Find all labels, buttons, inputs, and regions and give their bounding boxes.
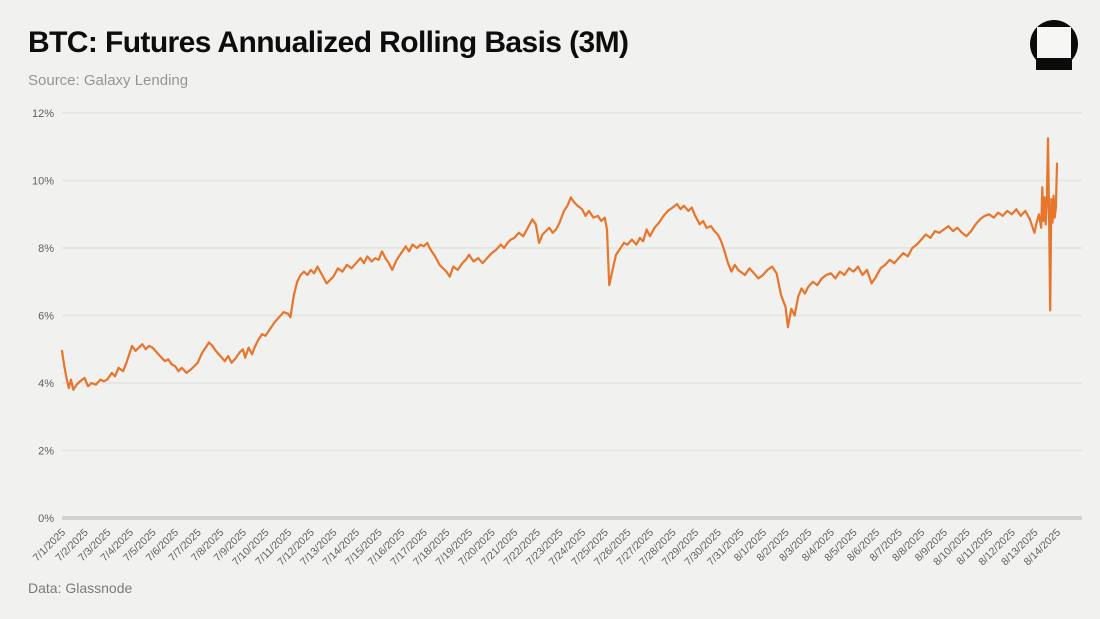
y-tick-label: 4% [38, 378, 54, 390]
galaxy-logo-icon [1030, 20, 1078, 70]
galaxy-logo-bar [1036, 58, 1072, 70]
y-tick-label: 2% [38, 446, 54, 458]
galaxy-logo-square [1037, 27, 1071, 58]
page-title: BTC: Futures Annualized Rolling Basis (3… [28, 26, 629, 59]
data-note: Data: Glassnode [28, 580, 133, 596]
y-tick-label: 6% [38, 311, 54, 323]
source-note: Source: Galaxy Lending [28, 72, 189, 89]
y-tick-label: 10% [32, 176, 54, 188]
basis-series-line [60, 137, 1059, 391]
y-tick-label: 8% [38, 243, 54, 255]
y-tick-label: 0% [38, 513, 54, 525]
y-tick-label: 12% [32, 108, 54, 120]
